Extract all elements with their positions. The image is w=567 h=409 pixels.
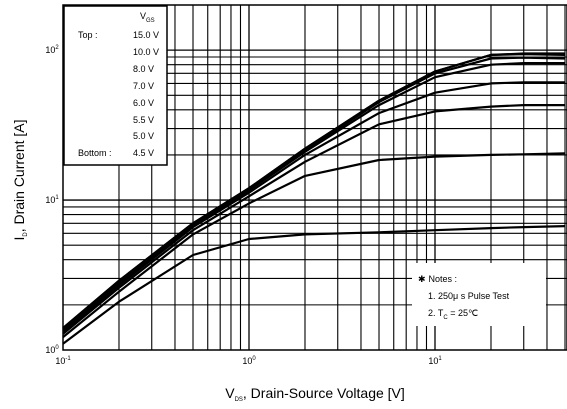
curve-series	[62, 104, 565, 335]
legend-tag: Top :	[78, 30, 98, 40]
notes-line1: 1. 250μ s Pulse Test	[428, 291, 510, 301]
legend: VGS Top : 15.0 V 10.0 V 8.0 V 7.0 V 6.0 V 5.5 …	[63, 5, 168, 166]
notes-box	[412, 263, 546, 326]
legend-value: 15.0 V	[133, 30, 159, 40]
legend-value: 4.5 V	[133, 148, 154, 158]
y-tick-label: 102	[45, 45, 59, 55]
x-tick-label: 10-1	[55, 356, 71, 366]
plot-frame	[62, 4, 567, 351]
notes: ✱ Notes : 1. 250μ s Pulse Test 2. TC = 25…	[412, 263, 546, 326]
x-axis-label: VDS, Drain-Source Voltage [V]	[225, 385, 405, 403]
legend-rows: Top : 15.0 V 10.0 V 8.0 V 7.0 V 6.0 V 5.5 V 5.0…	[78, 30, 159, 158]
curve-series	[62, 152, 566, 338]
curves-group	[62, 52, 566, 345]
curve-series	[62, 81, 565, 333]
legend-value: 6.0 V	[133, 98, 154, 108]
curve-series	[62, 62, 565, 331]
legend-value: 8.0 V	[133, 64, 154, 74]
legend-header: VGS	[140, 11, 155, 24]
legend-box	[63, 5, 168, 166]
notes-title: ✱ Notes :	[418, 274, 457, 284]
y-tick-label: 101	[45, 195, 59, 205]
y-tick-label: 100	[45, 345, 59, 355]
legend-value: 10.0 V	[133, 47, 159, 57]
legend-value: 5.0 V	[133, 131, 154, 141]
y-axis-label: ID, Drain Current [A]	[11, 119, 29, 240]
legend-tag: Bottom :	[78, 148, 112, 158]
curve-series	[62, 225, 566, 345]
legend-value: 7.0 V	[133, 81, 154, 91]
legend-value: 5.5 V	[133, 115, 154, 125]
notes-bullet: ✱	[418, 274, 426, 284]
x-tick-label: 100	[242, 356, 256, 366]
notes-line2: 2. TC = 25℃	[428, 308, 478, 321]
x-tick-label: 101	[428, 356, 442, 366]
